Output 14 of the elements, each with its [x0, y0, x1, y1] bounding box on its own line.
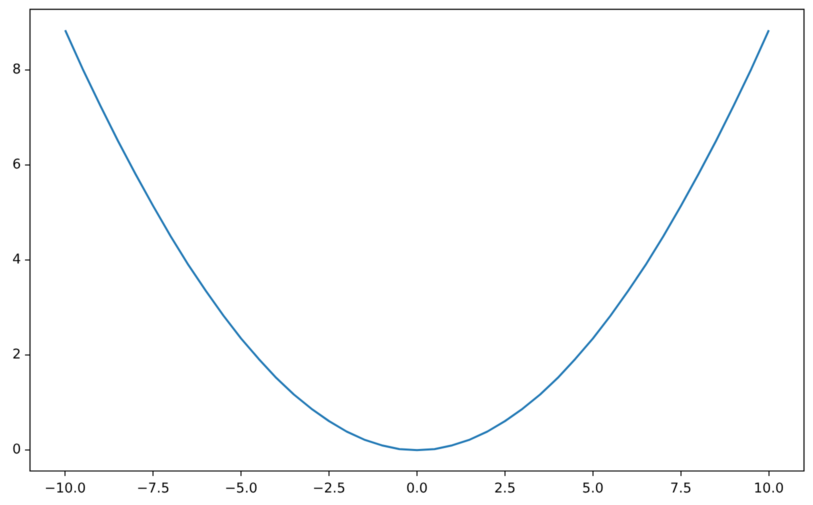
x-tick-label: 0.0 — [406, 480, 428, 497]
y-tick-label: 6 — [12, 156, 21, 173]
x-tick-label: −7.5 — [136, 480, 170, 497]
x-tick-label: −2.5 — [312, 480, 346, 497]
x-tick-label: −10.0 — [44, 480, 86, 497]
x-tick-label: 7.5 — [670, 480, 692, 497]
x-tick-label: 5.0 — [582, 480, 604, 497]
x-tick-label: 2.5 — [494, 480, 516, 497]
y-tick-label: 0 — [12, 442, 21, 458]
x-tick-label: −5.0 — [224, 480, 258, 497]
x-tick-label: 10.0 — [754, 480, 784, 497]
y-tick-label: 2 — [12, 346, 21, 363]
y-tick-label: 8 — [12, 62, 21, 78]
y-tick-label: 4 — [12, 252, 21, 268]
